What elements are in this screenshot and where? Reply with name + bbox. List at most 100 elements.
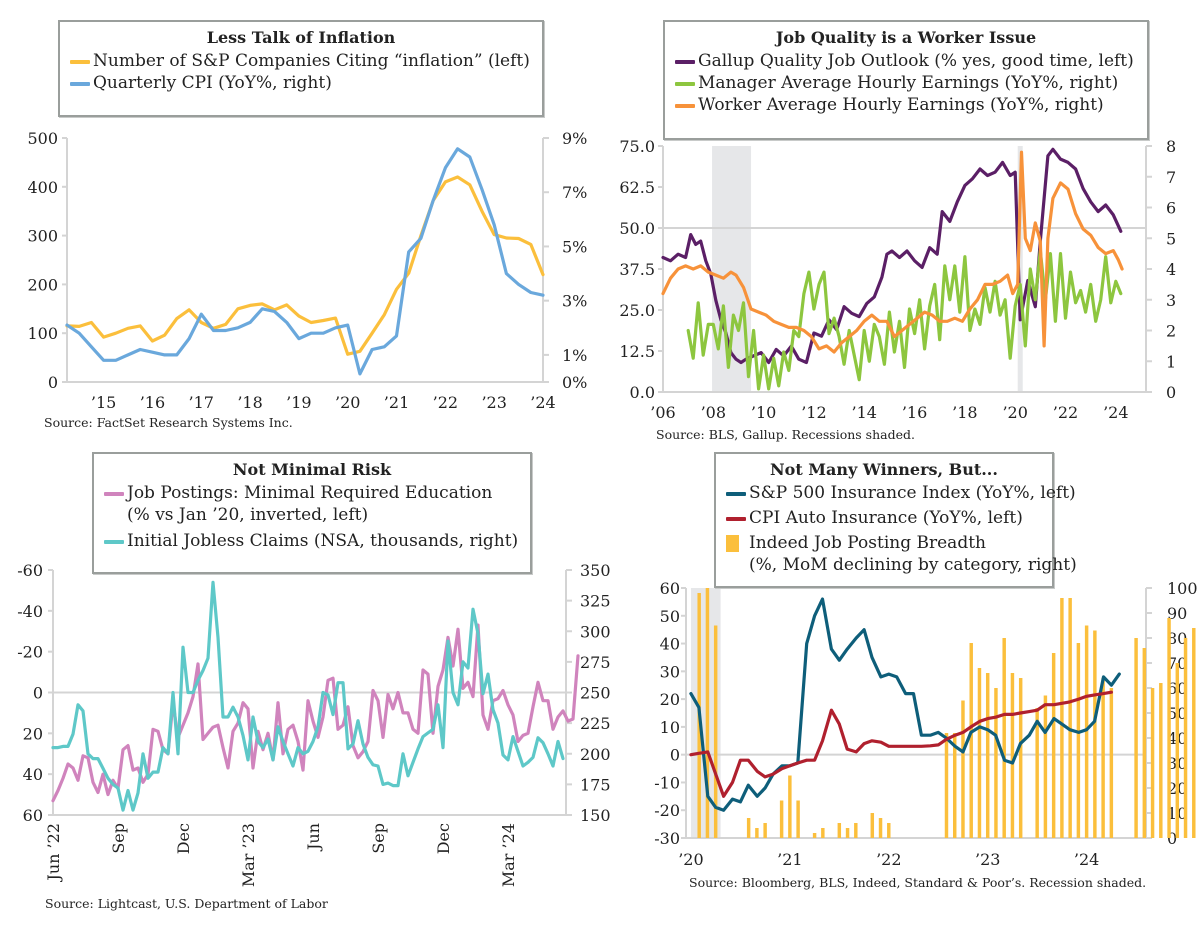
bar [755,828,759,838]
right-tick-label: 350 [580,561,611,580]
legend-label-line2: (% vs Jan ’20, inverted, left) [127,505,369,525]
x-tick-label: ’16 [140,393,165,412]
left-tick-label: 300 [27,227,58,246]
right-tick-label: 4 [1166,260,1176,279]
x-tick-label: ’22 [1053,403,1078,422]
bar [1010,673,1015,838]
x-tick-label: Jun [304,823,323,852]
bar [1068,598,1072,838]
left-tick-label: -20 [654,801,680,820]
legend-swatch [104,540,124,544]
x-tick-label: Jun ’22 [44,823,63,883]
left-tick-label: 50 [660,607,680,626]
legend-box-job-quality: Job Quality is a Worker Issue Gallup Qua… [663,20,1149,140]
series-line-2 [65,147,545,376]
left-tick-label: 10 [660,718,680,737]
legend-box-winners: Not Many Winners, But... S&P 500 Insuran… [714,452,1077,588]
series-line-2 [689,690,1113,798]
chart-title: Less Talk of Inflation [206,28,396,47]
bar [870,813,875,838]
left-tick-label: 50.0 [619,219,655,238]
source-note: Source: BLS, Gallup. Recessions shaded. [656,427,915,442]
source-note: Source: Lightcast, U.S. Department of La… [45,896,328,911]
chart-panel-minimal-risk: -60 -40 -20 0 20 40 60 150 175 200 225 250 275 300 325… [0,445,611,932]
right-tick-label: 225 [580,714,611,733]
bar [953,733,957,838]
left-tick-label: 200 [27,275,58,294]
right-tick-label: 8 [1166,137,1176,156]
legend-label: Indeed Job Posting Breadth [749,533,986,553]
left-tick-label: 0 [48,373,58,392]
left-tick-label: 60 [23,806,43,825]
x-tick-label: ’15 [91,393,116,412]
left-tick-label: 400 [27,178,58,197]
chart-svg-inflation: 0 100 200 300 400 500 0% 1% 3% 5% 7% 9% ’15 ’16 ’17 ’18… [27,129,587,412]
x-tick-label: ’08 [701,403,726,422]
bar [887,823,891,838]
right-tick-label: 300 [580,622,611,641]
bar [713,625,718,838]
x-tick-label: Sep [109,823,128,854]
bar [994,688,998,838]
bar [878,818,883,838]
legend-label: Job Postings: Minimal Required Education [127,483,493,503]
left-tick-label: 500 [27,129,58,148]
left-tick-label: -10 [654,773,680,792]
legend-label: S&P 500 Insurance Index (YoY%, left) [749,483,1076,503]
x-tick-label: ’22 [876,850,901,869]
right-tick-label: 7 [1166,168,1176,187]
left-tick-label: 75.0 [619,137,655,156]
x-tick-label: ’10 [751,403,776,422]
left-tick-label: -40 [17,602,43,621]
series-line-2 [51,580,565,812]
left-tick-label: 40 [23,765,43,784]
bar [961,700,965,838]
left-tick-label: 40 [660,635,680,654]
right-tick-label: 9% [562,129,587,148]
x-tick-label: ’18 [952,403,977,422]
bar [1150,688,1155,838]
legend-swatch [675,104,695,108]
left-tick-label: 0.0 [630,383,655,402]
bar [779,800,784,838]
legend-label: Worker Average Hourly Earnings (YoY%, ri… [698,95,1104,115]
right-tick-label: 150 [580,806,611,825]
x-tick-label: ’16 [902,403,927,422]
chart-panel-job-quality: 0.0 12.5 25.0 37.5 50.0 62.5 75.0 0 1 2 3 4 5 6 7 8 ’06 ’… [600,0,1200,442]
right-tick-label: 6 [1166,199,1176,218]
legend-label: Initial Jobless Claims (NSA, thousands, … [127,531,519,551]
right-tick-label: 175 [580,775,611,794]
right-tick-label: 0% [562,373,587,392]
bar [1002,638,1006,838]
right-tick-label: 3 [1166,291,1176,310]
legend-swatch [726,492,746,496]
chart-title: Not Many Winners, But... [770,460,998,479]
source-note: Source: FactSet Research Systems Inc. [44,415,293,430]
right-tick-label: 325 [580,592,611,611]
chart-title: Job Quality is a Worker Issue [775,28,1037,47]
bar [763,823,767,838]
legend-swatch [675,60,695,64]
series-line-1 [689,597,1121,812]
bar [1035,708,1039,838]
legend-item: CPI Auto Insurance (YoY%, left) [726,507,1042,529]
bar [1093,630,1097,838]
x-tick-label: ’14 [852,403,877,422]
x-tick-label: ’18 [237,393,262,412]
bar [1051,653,1056,838]
series-line-3 [661,150,1124,354]
legend-label: Gallup Quality Job Outlook (% yes, good … [698,51,1134,71]
left-tick-label: 0 [33,684,43,703]
bar [1109,688,1114,838]
bar [705,588,710,838]
bar [1084,625,1089,838]
source-note: Source: Bloomberg, BLS, Indeed, Standard… [689,875,1147,890]
legend-box-minimal-risk: Not Minimal Risk Job Postings: Minimal R… [92,452,532,574]
x-tick-label: ’12 [801,403,826,422]
series-line-1 [51,623,580,803]
right-tick-label: 5 [1166,229,1176,248]
bar [746,818,751,838]
legend-swatch [70,60,90,64]
left-tick-label: -60 [17,561,43,580]
legend-item: Manager Average Hourly Earnings (YoY%, r… [675,72,1137,94]
